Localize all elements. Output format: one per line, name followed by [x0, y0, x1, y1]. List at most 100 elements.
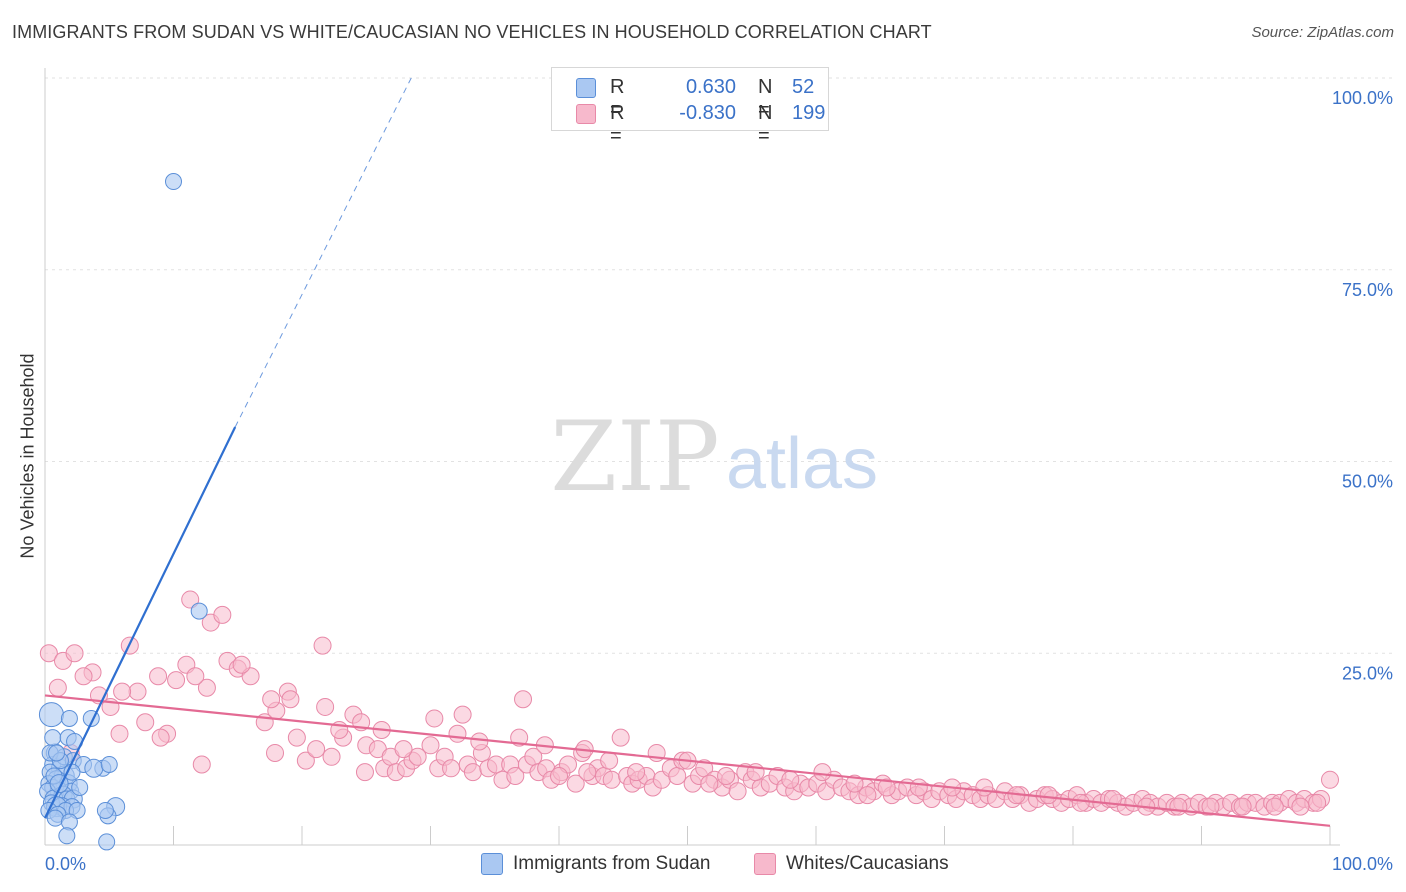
scatter-point-whites — [281, 690, 300, 709]
watermark-zip: ZIP — [550, 401, 719, 513]
scatter-point-sudan — [100, 755, 118, 773]
scatter-point-whites — [813, 763, 832, 782]
scatter-point-whites — [1039, 786, 1058, 805]
scatter-point-whites — [877, 778, 896, 797]
scatter-point-whites — [65, 644, 84, 663]
scatter-point-sudan — [190, 602, 208, 620]
scatter-point-whites — [909, 778, 928, 797]
source-label: Source: ZipAtlas.com — [1251, 24, 1394, 41]
legend-r-value: 0.630 — [685, 76, 736, 98]
legend-swatch-pink — [576, 104, 596, 124]
x-tick-label: 100.0% — [1332, 854, 1393, 874]
legend-swatch-blue — [576, 78, 596, 98]
legend-r-value: -0.830 — [679, 102, 736, 124]
scatter-point-sudan — [38, 702, 64, 728]
watermark: ZIP atlas — [550, 401, 878, 513]
x-tick-label: 0.0% — [45, 854, 86, 874]
bottom-legend-label: Whites/Caucasians — [786, 853, 949, 874]
scatter-point-whites — [1291, 797, 1310, 816]
legend-r-label: R = — [610, 102, 625, 147]
scatter-point-whites — [1169, 797, 1188, 816]
y-tick-label: 75.0% — [1342, 280, 1393, 300]
trend-lines — [44, 77, 1331, 827]
scatter-point-sudan — [58, 827, 76, 845]
legend-n-value: 52 — [792, 76, 815, 98]
scatter-point-whites — [394, 740, 413, 759]
scatter-point-whites — [453, 705, 472, 724]
scatter-point-whites — [514, 690, 533, 709]
gridlines — [45, 77, 1395, 654]
scatter-point-whites — [442, 759, 461, 778]
scatter-point-whites — [1321, 770, 1339, 789]
scatter-point-whites — [728, 782, 747, 801]
scatter-point-whites — [232, 655, 251, 674]
watermark-atlas: atlas — [726, 424, 878, 504]
scatter-point-whites — [151, 728, 170, 747]
scatter-point-whites — [48, 678, 67, 697]
scatter-point-whites — [181, 590, 200, 609]
scatter-point-sudan — [71, 778, 89, 796]
scatter-point-whites — [506, 766, 525, 785]
scatter-point-sudan — [60, 813, 78, 831]
scatter-point-whites — [355, 763, 374, 782]
y-tick-label: 100.0% — [1332, 88, 1393, 108]
scatter-point-whites — [510, 728, 529, 747]
scatter-point-whites — [266, 743, 285, 762]
scatter-point-whites — [463, 763, 482, 782]
scatter-point-sudan — [60, 709, 78, 727]
scatter-point-whites — [128, 682, 147, 701]
bottom-legend-swatch-blue — [481, 853, 503, 875]
scatter-point-whites — [470, 732, 489, 751]
scatter-point-whites — [192, 755, 211, 774]
scatter-point-sudan — [44, 729, 62, 747]
y-tick-label: 25.0% — [1342, 663, 1393, 683]
scatter-point-whites — [74, 667, 93, 686]
scatter-point-whites — [668, 766, 687, 785]
scatter-point-whites — [39, 644, 58, 663]
scatter-point-whites — [781, 770, 800, 789]
legend-n-label: N = — [758, 76, 773, 121]
scatter-point-whites — [1265, 797, 1284, 816]
y-tick-label: 50.0% — [1342, 472, 1393, 492]
scatter-point-whites — [149, 667, 168, 686]
trend-line-whites — [44, 694, 1331, 827]
trend-line-sudan — [44, 426, 237, 819]
scatter-point-whites — [550, 766, 568, 785]
scatter-point-sudan — [165, 173, 182, 191]
scatter-point-whites — [1201, 797, 1220, 816]
series-whites-caucasians-points — [39, 590, 1339, 816]
scatter-point-whites — [627, 763, 646, 782]
scatter-point-whites — [975, 778, 994, 797]
trend-line-sudan-extension — [234, 77, 412, 428]
scatter-point-whites — [213, 605, 232, 624]
scatter-point-whites — [1233, 797, 1252, 816]
scatter-point-whites — [717, 766, 736, 785]
legend-n-label: N = — [758, 102, 773, 147]
series-immigrants-sudan-points — [38, 173, 208, 851]
scatter-point-whites — [287, 728, 306, 747]
scatter-point-whites — [113, 682, 132, 701]
scatter-point-whites — [700, 774, 719, 793]
scatter-point-whites — [602, 770, 621, 789]
scatter-point-whites — [1308, 793, 1327, 812]
bottom-legend-label: Immigrants from Sudan — [513, 853, 711, 874]
scatter-point-whites — [313, 636, 332, 655]
scatter-point-whites — [611, 728, 630, 747]
bottom-legend-swatch-pink — [754, 853, 776, 875]
scatter-point-whites — [197, 678, 216, 697]
scatter-point-whites — [307, 740, 326, 759]
scatter-point-sudan — [46, 809, 64, 827]
scatter-point-whites — [425, 709, 444, 728]
scatter-point-sudan — [96, 801, 114, 819]
scatter-point-whites — [858, 786, 877, 805]
scatter-point-whites — [296, 751, 315, 770]
scatter-point-whites — [566, 774, 585, 793]
scatter-point-whites — [448, 724, 467, 743]
scatter-point-whites — [322, 747, 341, 766]
legend-n-value: 199 — [792, 102, 826, 124]
scatter-point-whites — [110, 724, 129, 743]
scatter-point-whites — [408, 747, 427, 766]
scatter-point-whites — [845, 774, 864, 793]
scatter-point-whites — [421, 736, 440, 755]
scatter-point-whites — [1071, 793, 1090, 812]
